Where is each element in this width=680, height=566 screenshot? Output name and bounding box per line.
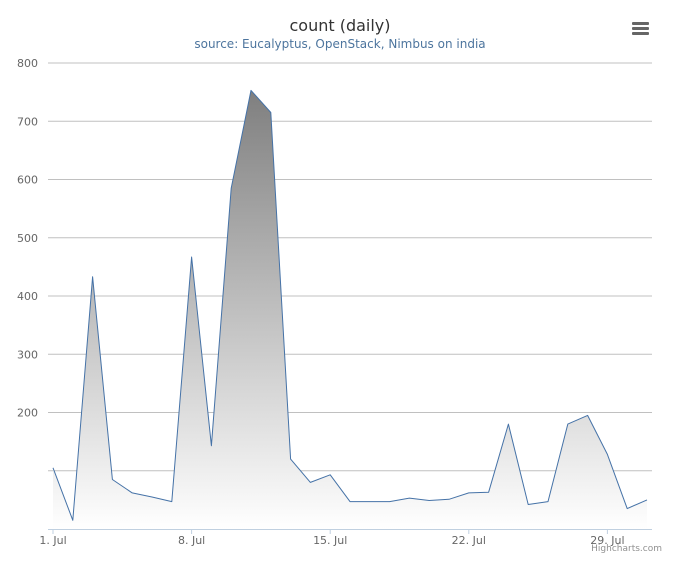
data-point bbox=[467, 491, 471, 495]
data-point bbox=[249, 88, 253, 92]
series-line bbox=[52, 89, 648, 521]
data-point bbox=[388, 500, 392, 504]
y-tick-label: 400 bbox=[17, 290, 38, 303]
x-tick-label: 22. Jul bbox=[452, 534, 486, 547]
y-tick-label: 600 bbox=[17, 174, 38, 187]
data-point bbox=[566, 422, 570, 426]
data-point bbox=[487, 490, 491, 494]
data-point bbox=[506, 422, 510, 426]
data-point bbox=[71, 518, 75, 522]
data-point bbox=[170, 500, 174, 504]
data-point bbox=[209, 444, 213, 448]
y-tick-label: 200 bbox=[17, 407, 38, 420]
series-area-fill bbox=[53, 90, 647, 530]
data-point bbox=[447, 497, 451, 501]
chart-title: count (daily) bbox=[289, 16, 391, 35]
data-point bbox=[269, 111, 273, 115]
y-tick-label: 700 bbox=[17, 115, 38, 128]
data-point bbox=[229, 186, 233, 190]
x-tick-label: 29. Jul bbox=[590, 534, 624, 547]
data-point bbox=[110, 477, 114, 481]
chart-context-menu-button[interactable] bbox=[628, 18, 654, 40]
y-tick-label: 800 bbox=[17, 57, 38, 70]
data-point bbox=[427, 498, 431, 502]
data-point bbox=[150, 495, 154, 499]
data-point bbox=[586, 413, 590, 417]
x-tick-label: 1. Jul bbox=[39, 534, 66, 547]
data-point bbox=[51, 466, 55, 470]
data-point bbox=[546, 500, 550, 504]
data-point bbox=[348, 500, 352, 504]
data-point bbox=[368, 500, 372, 504]
data-point bbox=[407, 496, 411, 500]
y-tick-label: 500 bbox=[17, 232, 38, 245]
x-tick-label: 8. Jul bbox=[178, 534, 205, 547]
data-point bbox=[91, 275, 95, 279]
data-point bbox=[625, 507, 629, 511]
y-tick-label: 300 bbox=[17, 348, 38, 361]
data-point bbox=[308, 480, 312, 484]
x-tick-label: 15. Jul bbox=[313, 534, 347, 547]
data-point bbox=[605, 452, 609, 456]
credits-link[interactable]: Highcharts.com bbox=[591, 544, 662, 554]
data-point bbox=[328, 473, 332, 477]
data-point bbox=[130, 491, 134, 495]
data-point bbox=[190, 255, 194, 259]
data-point bbox=[526, 503, 530, 507]
chart-subtitle: source: Eucalyptus, OpenStack, Nimbus on… bbox=[194, 37, 486, 51]
data-point bbox=[289, 457, 293, 461]
data-point bbox=[645, 498, 649, 502]
